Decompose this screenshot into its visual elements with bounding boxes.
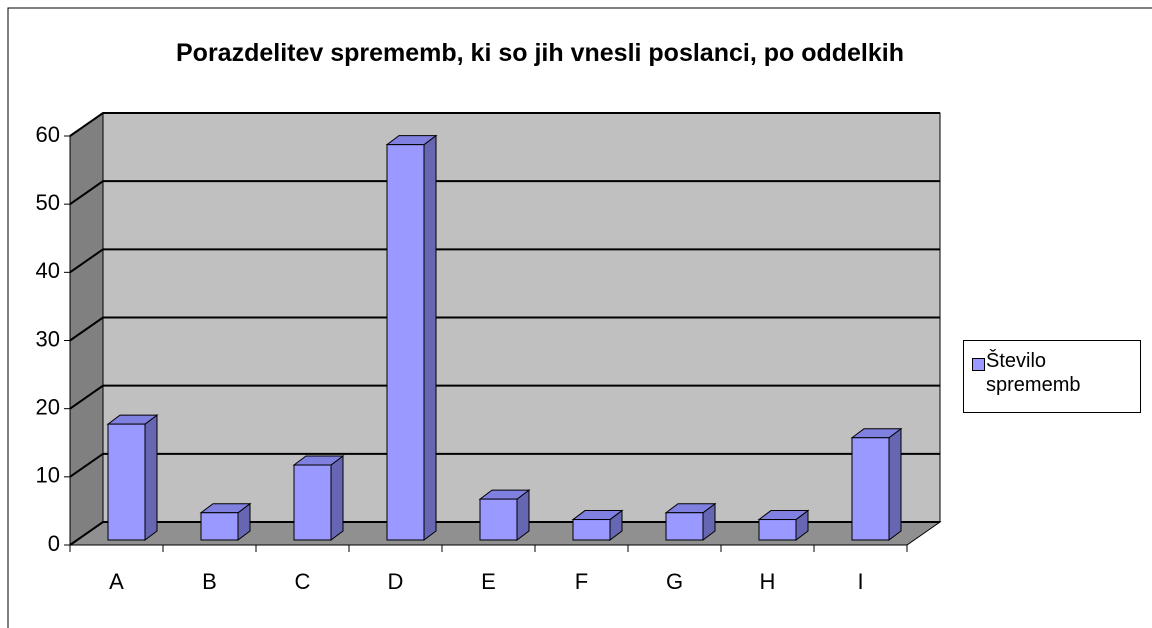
grid-line: [69, 180, 940, 205]
bar: [386, 144, 425, 541]
y-tick-label: 20: [36, 394, 60, 419]
bar-side: [330, 455, 344, 541]
legend: Število sprememb: [963, 340, 1141, 413]
bar: [107, 423, 146, 541]
y-tick-label: 40: [36, 258, 60, 283]
bar: [293, 464, 332, 541]
bar: [479, 498, 518, 541]
y-tick-label: 0: [48, 531, 60, 556]
grid-line: [69, 521, 940, 546]
grid-line: [69, 248, 940, 274]
y-tick-label: 60: [36, 122, 60, 147]
y-tick-label: 30: [36, 326, 60, 351]
bar: [851, 437, 890, 541]
grid-line: [69, 384, 940, 410]
x-tick-label: D: [388, 569, 404, 594]
grid-line: [69, 316, 940, 342]
x-tick-label: E: [481, 569, 496, 594]
grid-line: [69, 452, 940, 478]
bar: [758, 519, 797, 541]
legend-label: Število sprememb: [986, 350, 1081, 396]
x-tick-label: I: [857, 569, 863, 594]
legend-swatch: [972, 358, 985, 371]
y-tick-label: 50: [36, 190, 60, 215]
chart-frame: [7, 7, 1152, 628]
bar: [200, 512, 239, 541]
bar-side: [144, 414, 158, 541]
bar-side: [888, 427, 902, 541]
chart-title: Porazdelitev sprememb, ki so jih vnesli …: [176, 39, 904, 67]
bar-side: [423, 134, 437, 541]
x-tick-label: C: [295, 569, 311, 594]
grid-line: [69, 112, 940, 137]
x-tick-label: A: [109, 569, 124, 594]
x-tick-label: F: [575, 569, 588, 594]
bar: [572, 519, 611, 541]
x-tick-label: H: [760, 569, 776, 594]
x-tick-label: B: [202, 569, 217, 594]
y-tick-label: 10: [36, 463, 60, 488]
x-tick-label: G: [666, 569, 683, 594]
bar: [665, 512, 704, 541]
